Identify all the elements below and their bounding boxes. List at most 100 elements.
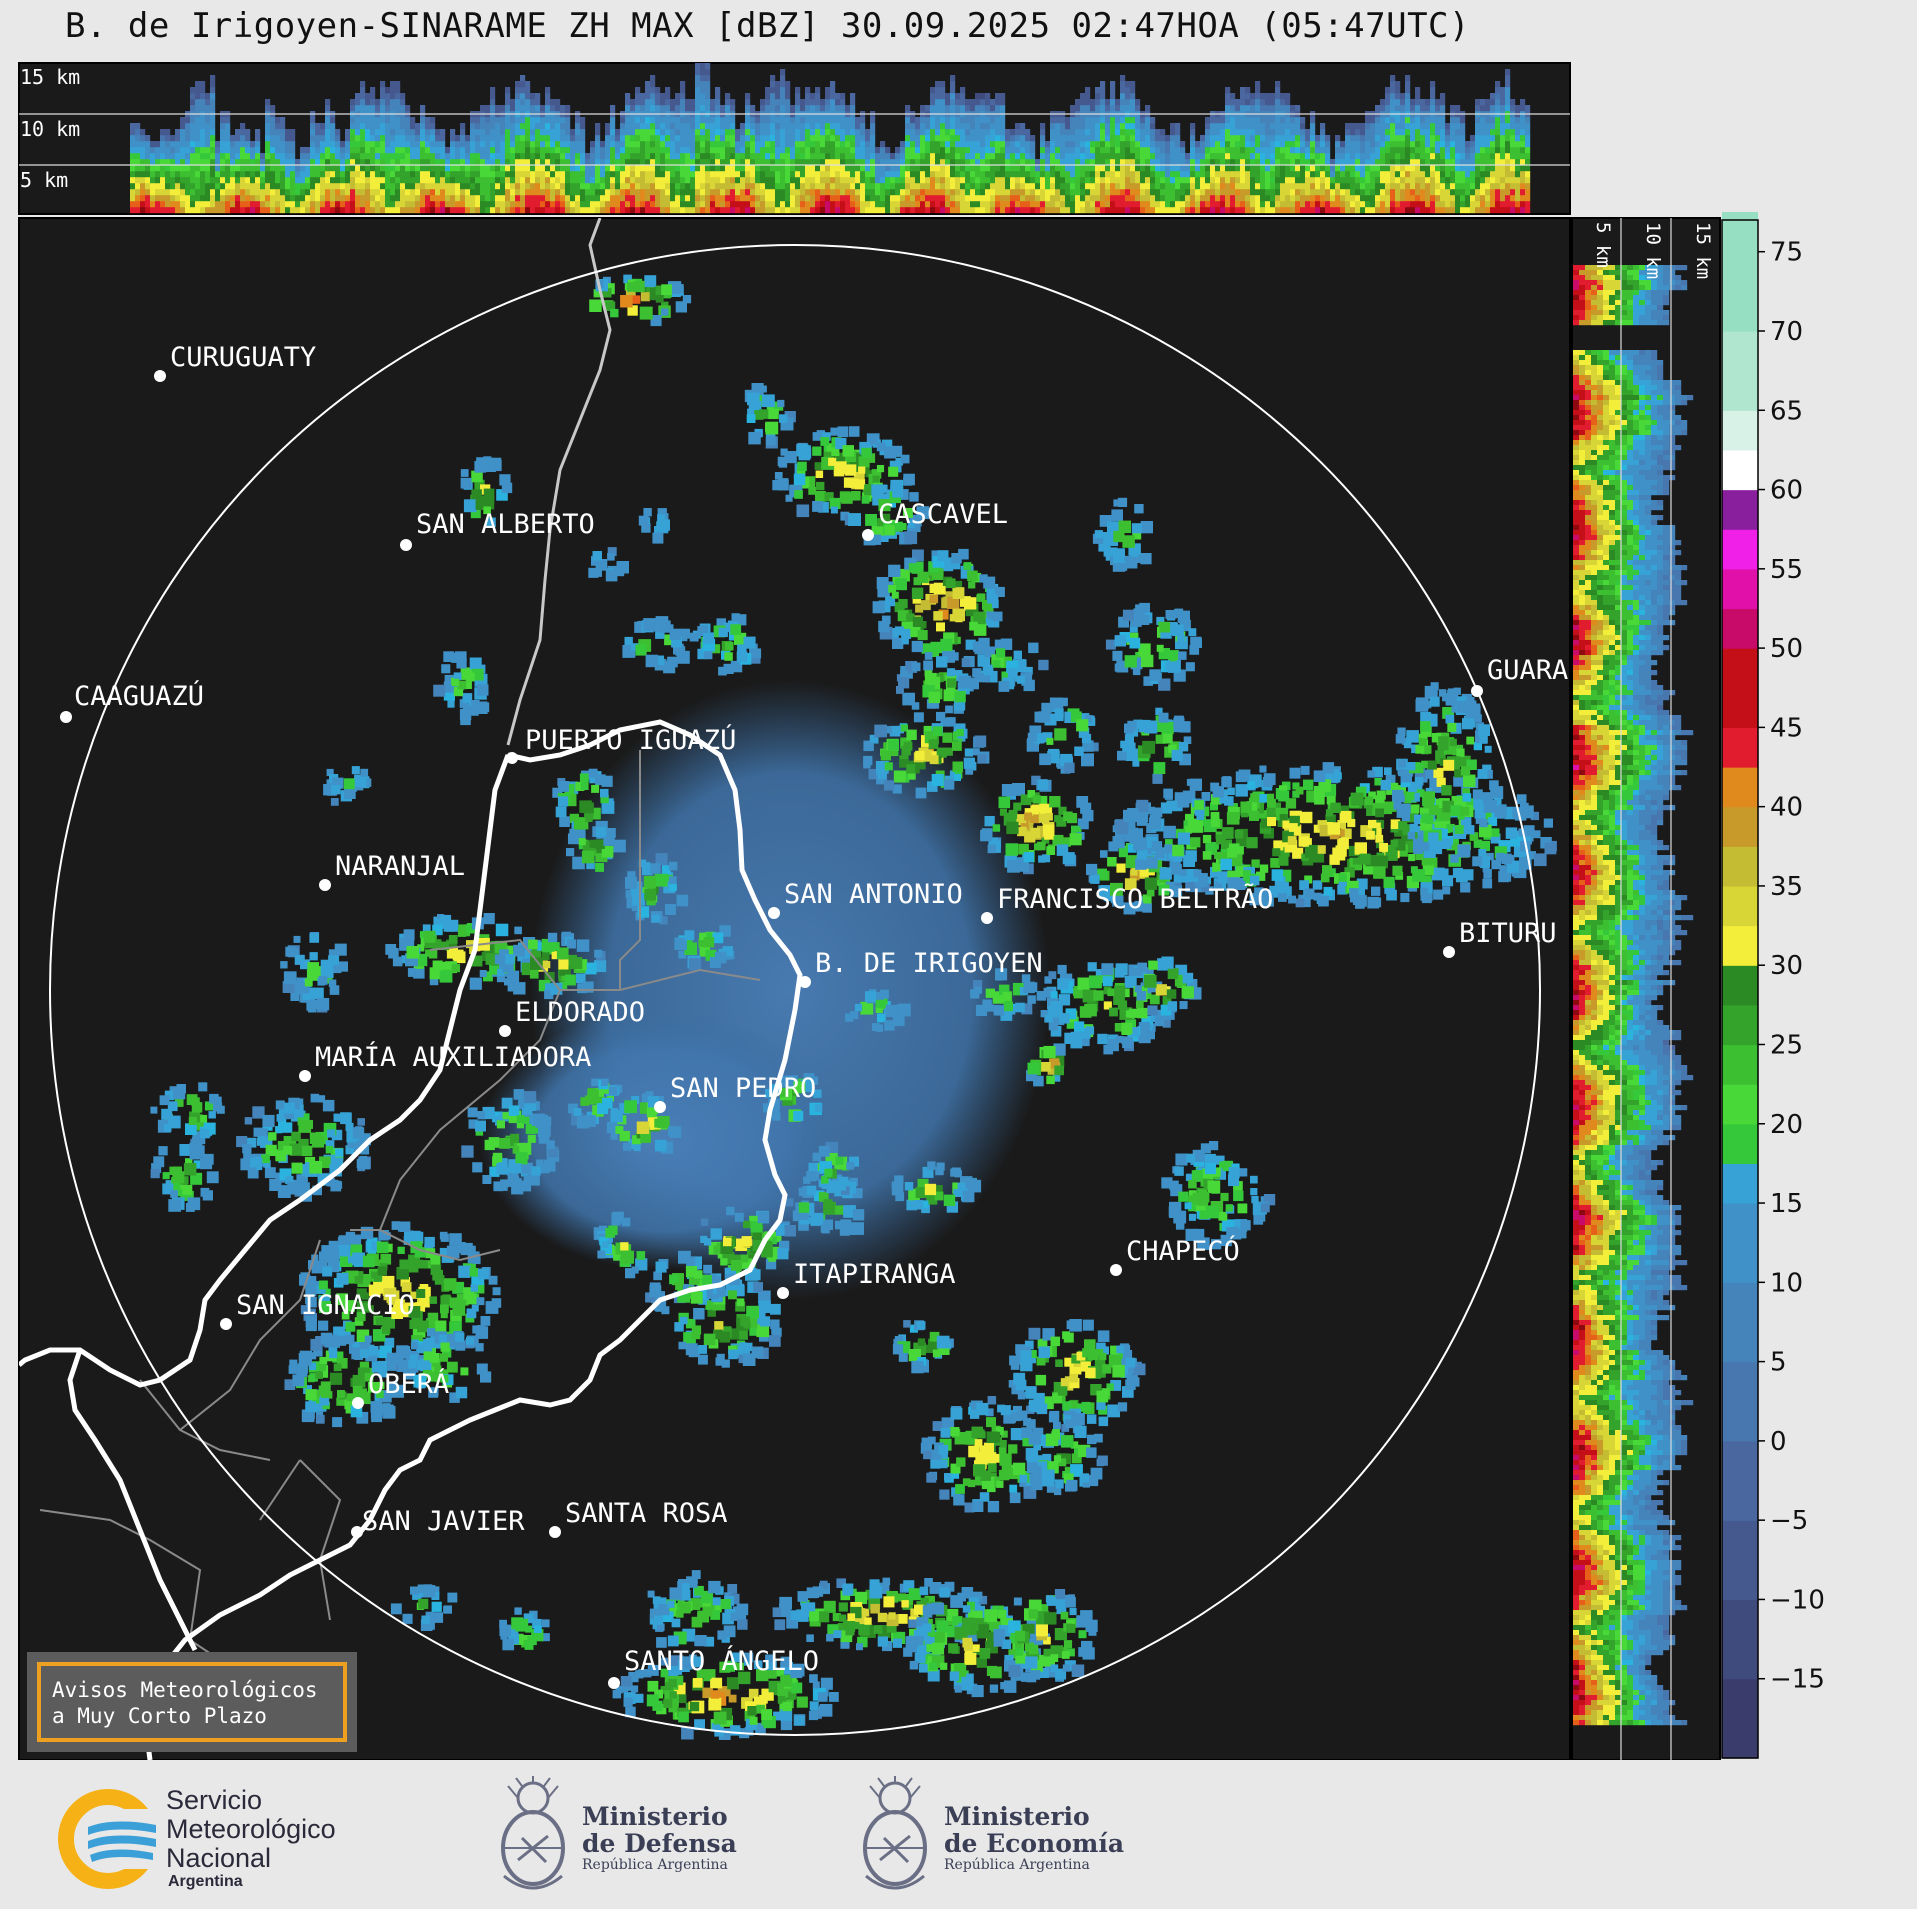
profile-pixel: [1300, 135, 1306, 142]
profile-pixel: [435, 159, 441, 166]
profile-pixel: [1400, 153, 1406, 160]
profile-pixel: [1060, 147, 1066, 154]
profile-pixel: [965, 141, 971, 148]
profile-pixel: [1270, 189, 1276, 196]
profile-pixel: [615, 147, 621, 154]
profile-pixel: [755, 171, 761, 178]
profile-pixel: [590, 171, 596, 178]
profile-pixel: [1155, 189, 1161, 196]
profile-pixel: [450, 153, 456, 160]
profile-pixel: [1365, 135, 1371, 142]
profile-pixel: [255, 129, 261, 136]
profile-pixel: [1250, 195, 1256, 202]
profile-pixel: [1500, 177, 1506, 184]
profile-pixel: [810, 135, 816, 142]
profile-pixel: [1065, 135, 1071, 142]
profile-pixel: [190, 135, 196, 142]
profile-pixel: [375, 177, 381, 184]
profile-pixel: [335, 159, 341, 166]
profile-pixel: [335, 171, 341, 178]
profile-pixel: [1350, 183, 1356, 190]
profile-pixel: [140, 189, 146, 196]
profile-pixel: [1395, 129, 1401, 136]
profile-pixel: [1320, 207, 1326, 214]
profile-pixel: [310, 183, 316, 190]
profile-pixel: [1255, 207, 1261, 214]
profile-pixel: [330, 189, 336, 196]
profile-pixel: [465, 195, 471, 202]
profile-pixel: [850, 153, 856, 160]
profile-pixel: [960, 183, 966, 190]
profile-pixel: [995, 195, 1001, 202]
profile-pixel: [315, 135, 321, 142]
profile-pixel: [1290, 141, 1296, 148]
profile-pixel: [985, 165, 991, 172]
profile-pixel: [820, 165, 826, 172]
profile-pixel: [570, 129, 576, 136]
profile-pixel: [1435, 135, 1441, 142]
profile-pixel: [700, 99, 706, 106]
profile-pixel: [1260, 135, 1266, 142]
profile-pixel: [1065, 189, 1071, 196]
profile-pixel: [1110, 129, 1116, 136]
profile-pixel: [670, 147, 676, 154]
profile-pixel: [550, 177, 556, 184]
profile-pixel: [540, 123, 546, 130]
profile-pixel: [450, 189, 456, 196]
profile-pixel: [1125, 117, 1131, 124]
profile-pixel: [475, 117, 481, 124]
profile-pixel: [440, 135, 446, 142]
profile-pixel: [1325, 183, 1331, 190]
profile-pixel: [1230, 195, 1236, 202]
profile-pixel: [755, 123, 761, 130]
profile-pixel: [220, 201, 226, 208]
profile-pixel: [560, 201, 566, 208]
profile-pixel: [1115, 207, 1121, 214]
profile-pixel: [1415, 129, 1421, 136]
profile-pixel: [1070, 189, 1076, 196]
profile-pixel: [445, 189, 451, 196]
profile-pixel: [460, 177, 466, 184]
profile-pixel: [1330, 201, 1336, 208]
profile-pixel: [1505, 93, 1511, 100]
profile-pixel: [250, 207, 256, 214]
profile-pixel: [250, 159, 256, 166]
profile-pixel: [1090, 207, 1096, 214]
profile-pixel: [520, 147, 526, 154]
profile-pixel: [955, 105, 961, 112]
profile-pixel: [950, 99, 956, 106]
profile-pixel: [530, 117, 536, 124]
profile-pixel: [1420, 177, 1426, 184]
profile-pixel: [530, 207, 536, 214]
profile-pixel: [1430, 189, 1436, 196]
profile-pixel: [740, 189, 746, 196]
profile-pixel: [1240, 87, 1246, 94]
profile-pixel: [905, 147, 911, 154]
profile-pixel: [580, 201, 586, 208]
profile-pixel: [1090, 99, 1096, 106]
profile-pixel: [580, 183, 586, 190]
profile-pixel: [820, 147, 826, 154]
profile-pixel: [290, 135, 296, 142]
profile-pixel: [605, 195, 611, 202]
profile-pixel: [785, 81, 791, 88]
profile-pixel: [630, 123, 636, 130]
profile-pixel: [770, 153, 776, 160]
profile-pixel: [675, 105, 681, 112]
profile-pixel: [960, 141, 966, 148]
profile-pixel: [1355, 189, 1361, 196]
profile-pixel: [1130, 81, 1136, 88]
profile-pixel: [825, 177, 831, 184]
profile-pixel: [1295, 207, 1301, 214]
profile-pixel: [1220, 189, 1226, 196]
profile-pixel: [1525, 141, 1531, 148]
profile-pixel: [1070, 201, 1076, 208]
profile-pixel: [580, 135, 586, 142]
profile-pixel: [360, 153, 366, 160]
profile-pixel: [1205, 189, 1211, 196]
profile-pixel: [700, 63, 706, 70]
profile-pixel: [1410, 201, 1416, 208]
profile-pixel: [350, 117, 356, 124]
profile-pixel: [1415, 165, 1421, 172]
profile-pixel: [1385, 147, 1391, 154]
